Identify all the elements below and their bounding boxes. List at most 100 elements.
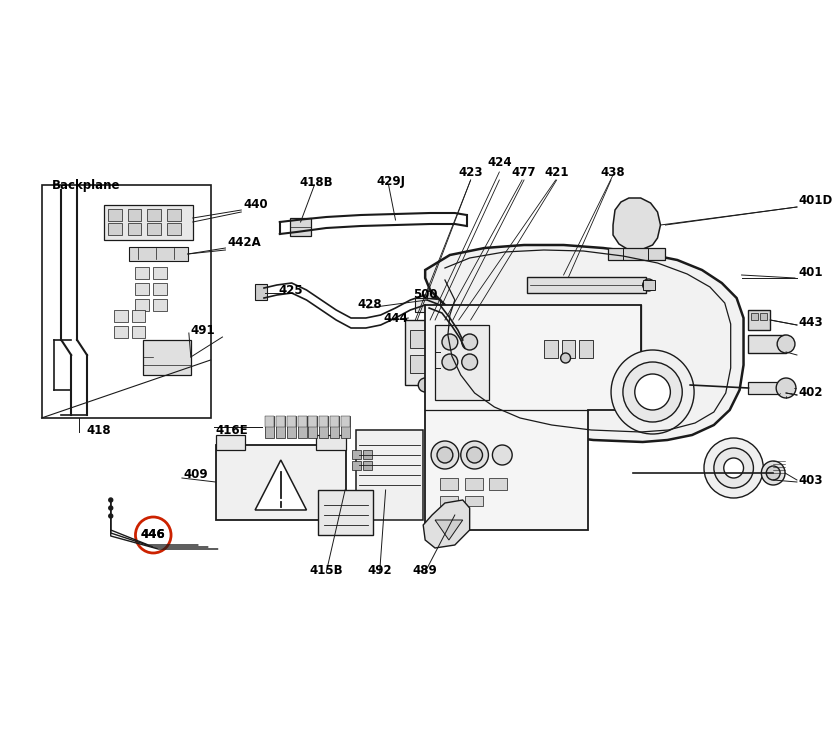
Circle shape bbox=[766, 466, 780, 480]
Bar bbox=[147, 209, 161, 221]
Circle shape bbox=[108, 498, 113, 502]
Bar bbox=[128, 223, 141, 235]
Text: 425: 425 bbox=[278, 284, 303, 296]
Bar bbox=[490, 478, 507, 490]
Bar bbox=[255, 284, 267, 300]
Circle shape bbox=[438, 300, 448, 310]
Bar bbox=[297, 416, 307, 427]
Bar bbox=[410, 355, 428, 373]
Text: 402: 402 bbox=[799, 386, 823, 400]
Bar bbox=[580, 340, 593, 358]
Polygon shape bbox=[423, 500, 470, 548]
Polygon shape bbox=[425, 245, 743, 442]
Bar bbox=[113, 310, 128, 322]
Text: 418: 418 bbox=[87, 424, 111, 436]
Bar bbox=[153, 283, 167, 295]
Bar bbox=[108, 209, 122, 221]
Circle shape bbox=[724, 458, 743, 478]
Polygon shape bbox=[255, 460, 307, 510]
Bar bbox=[319, 416, 328, 438]
Text: 446: 446 bbox=[141, 529, 165, 542]
Circle shape bbox=[437, 447, 453, 463]
Bar bbox=[748, 310, 770, 330]
Bar bbox=[317, 435, 346, 450]
Text: 443: 443 bbox=[799, 316, 823, 328]
Bar bbox=[330, 416, 339, 438]
Bar bbox=[433, 330, 451, 348]
Bar bbox=[363, 450, 372, 459]
Bar bbox=[356, 430, 423, 520]
Bar bbox=[341, 416, 350, 427]
Bar bbox=[41, 185, 211, 418]
Bar bbox=[276, 416, 285, 427]
Bar bbox=[363, 461, 372, 470]
Bar bbox=[286, 416, 296, 438]
Circle shape bbox=[432, 378, 446, 392]
Bar bbox=[297, 416, 307, 438]
Bar bbox=[308, 416, 318, 438]
Bar bbox=[406, 320, 480, 385]
Circle shape bbox=[108, 506, 113, 510]
Bar bbox=[147, 223, 161, 235]
Circle shape bbox=[442, 334, 458, 350]
Circle shape bbox=[435, 297, 451, 313]
Text: 438: 438 bbox=[601, 166, 625, 178]
Bar bbox=[318, 490, 373, 535]
Bar bbox=[415, 298, 440, 312]
Bar bbox=[286, 416, 296, 427]
Text: 403: 403 bbox=[799, 473, 823, 487]
Bar bbox=[410, 330, 428, 348]
Text: 500: 500 bbox=[413, 289, 438, 302]
Bar bbox=[135, 283, 150, 295]
Text: 444: 444 bbox=[383, 311, 408, 325]
Text: 446: 446 bbox=[141, 529, 165, 542]
Bar bbox=[433, 355, 451, 373]
Circle shape bbox=[776, 378, 796, 398]
Bar bbox=[760, 313, 767, 320]
Bar bbox=[144, 340, 191, 375]
Text: 418B: 418B bbox=[300, 176, 333, 188]
Text: 416E: 416E bbox=[216, 424, 248, 436]
Bar bbox=[153, 267, 167, 279]
Text: 401: 401 bbox=[799, 266, 823, 278]
Bar bbox=[341, 416, 350, 438]
Text: 477: 477 bbox=[512, 166, 536, 178]
Circle shape bbox=[623, 362, 682, 422]
Circle shape bbox=[492, 445, 512, 465]
Bar bbox=[435, 325, 490, 400]
Text: 440: 440 bbox=[244, 199, 268, 211]
Bar bbox=[276, 416, 285, 438]
Circle shape bbox=[135, 517, 171, 553]
Circle shape bbox=[442, 354, 458, 370]
Bar bbox=[643, 280, 654, 290]
Circle shape bbox=[462, 354, 478, 370]
Text: 428: 428 bbox=[358, 298, 382, 311]
Bar bbox=[108, 223, 122, 235]
Bar bbox=[527, 277, 646, 293]
Circle shape bbox=[435, 294, 445, 304]
Circle shape bbox=[635, 374, 670, 410]
Bar bbox=[752, 313, 759, 320]
Bar bbox=[562, 340, 575, 358]
Circle shape bbox=[704, 438, 764, 498]
Text: 491: 491 bbox=[191, 323, 215, 337]
Bar bbox=[167, 209, 181, 221]
Bar bbox=[216, 445, 346, 520]
Bar bbox=[129, 247, 188, 261]
Text: 489: 489 bbox=[412, 563, 438, 577]
Bar bbox=[167, 223, 181, 235]
Bar bbox=[330, 416, 339, 427]
Bar bbox=[440, 478, 458, 490]
Circle shape bbox=[431, 441, 459, 469]
Bar bbox=[216, 435, 245, 450]
Bar bbox=[113, 326, 128, 338]
Bar bbox=[265, 416, 274, 438]
Circle shape bbox=[761, 461, 785, 485]
Circle shape bbox=[108, 514, 113, 518]
Text: 423: 423 bbox=[459, 166, 483, 178]
Text: 409: 409 bbox=[184, 469, 208, 482]
Text: 415B: 415B bbox=[309, 563, 343, 577]
Circle shape bbox=[467, 447, 482, 463]
Bar bbox=[428, 291, 441, 309]
Bar bbox=[265, 416, 274, 427]
